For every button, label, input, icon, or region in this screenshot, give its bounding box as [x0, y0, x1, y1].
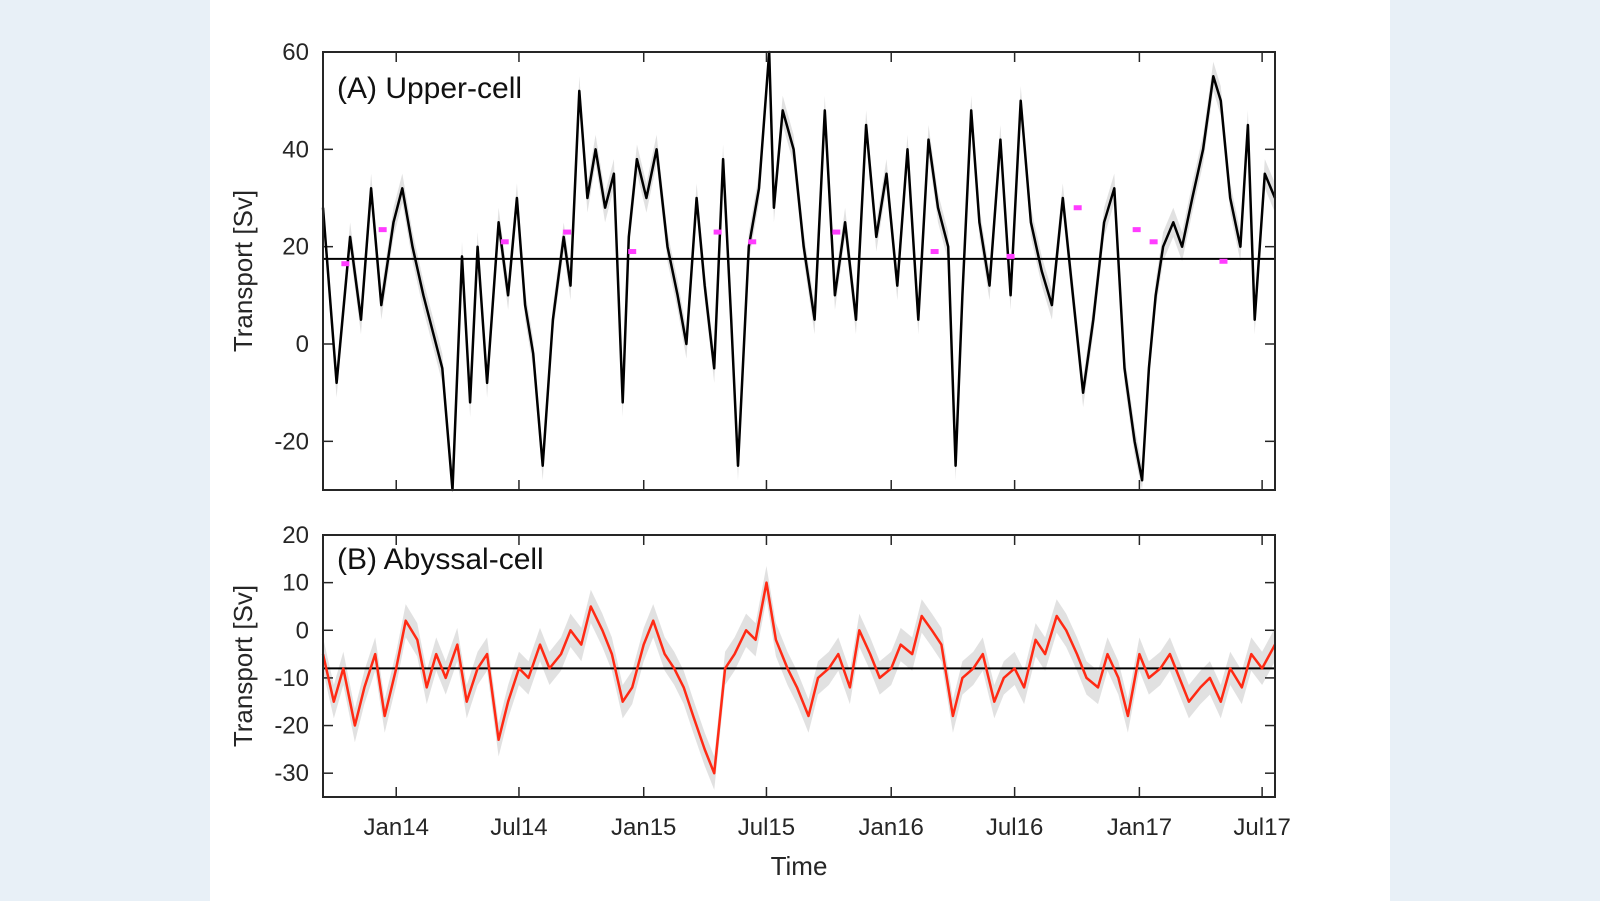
upper-cell-y-tick-label: 40: [282, 136, 309, 163]
upper-cell-series-line: [321, 50, 1277, 492]
upper-cell-marker: [713, 229, 722, 235]
upper-cell-marker: [1149, 239, 1158, 245]
figure-panel: [210, 0, 1390, 901]
upper-cell-marker: [832, 229, 841, 235]
x-tick-label: Jan14: [364, 814, 429, 841]
upper-cell-marker: [378, 227, 387, 233]
abyssal-cell-y-tick-label: 20: [282, 522, 309, 549]
abyssal-cell-series-line: [321, 581, 1277, 775]
upper-cell-marker: [1219, 258, 1228, 264]
upper-cell-marker: [563, 229, 572, 235]
upper-cell-y-tick-label: 0: [296, 331, 309, 358]
upper-cell-marker: [1006, 253, 1015, 259]
abyssal-cell-panel: -30 -20 -10 0 10 20 Jan14 Jul14 Jan15 Jul15 Jan16…: [228, 522, 1291, 881]
x-tick-label: Jul17: [1233, 814, 1290, 841]
x-axis-title: Time: [771, 851, 828, 881]
abyssal-cell-y-axis: -30 -20 -10 0 10 20: [274, 522, 1275, 787]
upper-cell-marker: [500, 239, 509, 245]
upper-cell-panel: -20 0 20 40 60 (A) Upper-cell Transport [Sv]: [228, 39, 1277, 492]
abyssal-cell-y-tick-label: -30: [274, 760, 309, 787]
abyssal-cell-y-tick-label: 0: [296, 617, 309, 644]
upper-cell-y-axis-label: Transport [Sv]: [228, 190, 258, 352]
abyssal-cell-panel-title: (B) Abyssal-cell: [337, 543, 544, 576]
abyssal-cell-y-tick-label: -10: [274, 665, 309, 692]
upper-cell-marker: [628, 249, 637, 255]
upper-cell-panel-title: (A) Upper-cell: [337, 72, 522, 105]
abyssal-cell-spread-area: [323, 565, 1275, 790]
upper-cell-y-tick-label: 60: [282, 39, 309, 66]
abyssal-cell-y-tick-label: 10: [282, 570, 309, 597]
x-tick-label: Jan16: [859, 814, 924, 841]
x-tick-label: Jan15: [611, 814, 676, 841]
abyssal-cell-spread-band: [323, 565, 1275, 790]
upper-cell-marker: [748, 239, 757, 245]
upper-cell-marker: [1132, 227, 1141, 233]
abyssal-cell-y-axis-label: Transport [Sv]: [228, 585, 258, 747]
upper-cell-markers: [341, 205, 1228, 267]
abyssal-cell-x-axis: Jan14 Jul14 Jan15 Jul15 Jan16 Jul16 Jan17 Jul17: [364, 535, 1291, 841]
x-tick-label: Jan17: [1107, 814, 1172, 841]
upper-cell-x-ticks: [395, 52, 1263, 490]
abyssal-cell-axes-frame: [322, 534, 1276, 798]
x-tick-label: Jul15: [738, 814, 795, 841]
x-tick-label: Jul16: [986, 814, 1043, 841]
upper-cell-y-tick-label: 20: [282, 234, 309, 261]
abyssal-cell-y-tick-label: -20: [274, 713, 309, 740]
upper-cell-y-tick-label: -20: [274, 428, 309, 455]
x-tick-label: Jul14: [490, 814, 547, 841]
upper-cell-marker: [930, 249, 939, 255]
upper-cell-marker: [1073, 205, 1082, 211]
upper-cell-marker: [341, 261, 350, 267]
upper-cell-axes-frame: [322, 51, 1276, 491]
